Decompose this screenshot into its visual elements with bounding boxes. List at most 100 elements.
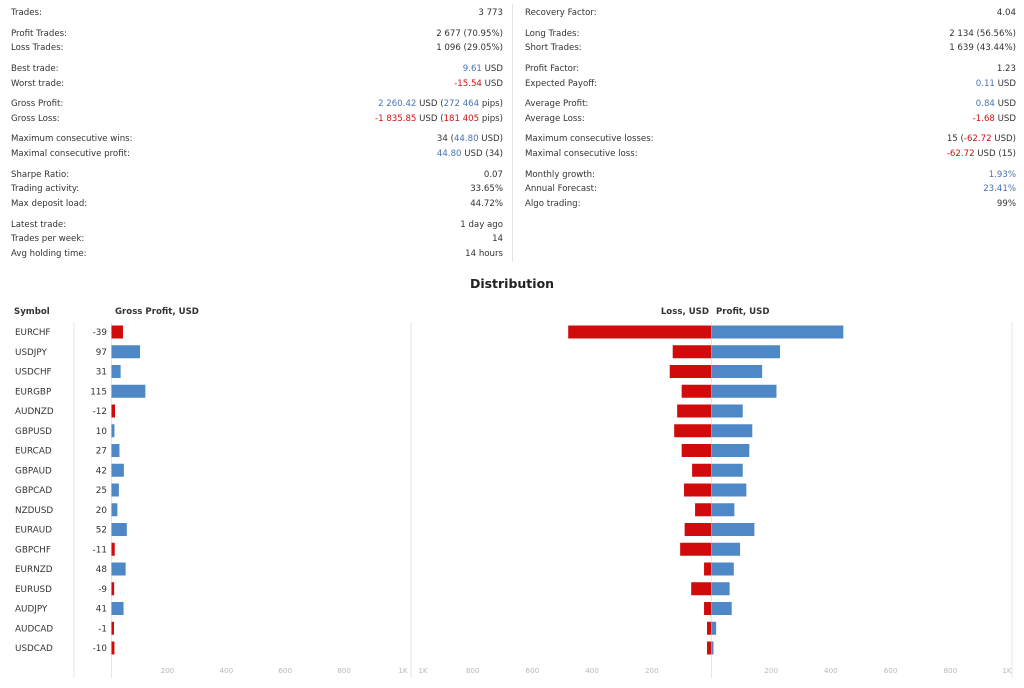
loss-bar (692, 463, 712, 477)
stat-value: 23.41% (983, 182, 1016, 196)
loss-bar (695, 503, 712, 517)
profit-bar (712, 641, 714, 655)
stat-label: Worst trade: (11, 79, 65, 89)
symbol-label: AUDJPY (15, 605, 48, 615)
gross-profit-value-label: 115 (90, 387, 107, 397)
stat-value-part: 14 hours (465, 249, 503, 259)
loss-bar (684, 523, 712, 536)
stat-value: 1 096 (29.05%) (436, 41, 503, 55)
stat-label: Latest trade: (11, 220, 67, 230)
gross-profit-value-label: -9 (98, 585, 107, 595)
stat-value: 14 (492, 232, 503, 246)
stat-row: Best trade: 9.61 USD (11, 62, 503, 76)
gross-profit-value-label: 48 (96, 565, 107, 575)
stat-label: Monthly growth: (525, 170, 595, 180)
stat-row: Monthly growth: 1.93% (525, 168, 1016, 182)
stat-value-part: 9.61 (462, 64, 482, 74)
stat-value-part: 34 ( (436, 134, 454, 144)
stat-value-part: -15.54 (454, 79, 482, 89)
stat-value-part: -1.68 (972, 114, 995, 124)
stat-row: Maximal consecutive loss: -62.72 USD (15) (525, 147, 1016, 161)
stat-label: Best trade: (11, 64, 59, 74)
stat-value: 0.07 (484, 168, 503, 182)
loss-bar (691, 582, 712, 596)
profit-header: Profit, USD (716, 307, 770, 317)
symbol-label: EURCHF (15, 328, 51, 338)
stat-value: -1 835.85 USD (181 405 pips) (375, 112, 503, 126)
stat-label: Recovery Factor: (525, 8, 597, 18)
gross-profit-value-label: 42 (96, 466, 107, 476)
symbol-label: EURUSD (15, 585, 52, 595)
symbol-label: GBPAUD (15, 466, 52, 476)
stat-value-part: 1 096 (29.05%) (436, 43, 503, 53)
x-tick-label: 400 (219, 666, 233, 675)
symbol-label: EURCAD (15, 447, 52, 457)
symbol-label: GBPCAD (15, 486, 52, 496)
stat-label: Trades per week: (11, 234, 85, 244)
stat-value-part: 44.72% (470, 199, 503, 209)
stat-value: -62.72 USD (15) (947, 147, 1016, 161)
gross-profit-bar (111, 621, 114, 635)
stat-value: 99% (997, 197, 1016, 211)
stat-value-part: 3 773 (478, 8, 503, 18)
x-tick-label: 800 (466, 666, 480, 675)
profit-bar (712, 602, 732, 615)
stat-row: Worst trade: -15.54 USD (11, 77, 503, 91)
stat-label: Maximal consecutive loss: (525, 149, 638, 159)
symbol-label: EURAUD (15, 526, 52, 536)
stat-value-part: USD) (478, 134, 503, 144)
symbol-label: GBPUSD (15, 427, 52, 437)
stat-label: Max deposit load: (11, 199, 88, 209)
gross-profit-bar (111, 384, 146, 398)
stat-row: Algo trading: 99% (525, 197, 1016, 211)
stat-label: Maximum consecutive losses: (525, 134, 654, 144)
symbol-label: USDJPY (15, 348, 48, 358)
stat-value-part: USD (15) (974, 149, 1016, 159)
stat-value-part: 44.80 (453, 134, 479, 144)
loss-bar (707, 641, 712, 655)
stat-value-part: -1 835.85 (375, 114, 417, 124)
stat-value: 34 (44.80 USD) (437, 132, 503, 146)
loss-bar (681, 444, 712, 457)
stat-value-part: 14 (492, 234, 503, 244)
stat-row: Loss Trades: 1 096 (29.05%) (11, 41, 503, 55)
stat-value: 15 (-62.72 USD) (947, 132, 1016, 146)
gross-profit-bar (111, 483, 119, 497)
stat-row: Trades per week: 14 (11, 232, 503, 246)
stat-label: Trading activity: (11, 184, 80, 194)
stat-row: Trades: 3 773 (11, 6, 503, 20)
gross-profit-bar (111, 542, 115, 556)
stat-value: 3 773 (478, 6, 503, 20)
stat-row: Maximum consecutive wins: 34 (44.80 USD) (11, 132, 503, 146)
stat-value-part: USD (481, 79, 503, 89)
x-tick-label: 600 (278, 666, 292, 675)
gross-profit-bar (111, 365, 121, 378)
stat-value-part: USD (34) (461, 149, 503, 159)
stat-value-part: 33.65% (470, 184, 503, 194)
gross-profit-bar (111, 562, 126, 576)
stat-value: 2 134 (56.56%) (949, 27, 1016, 41)
symbol-label: EURNZD (15, 565, 53, 575)
stat-label: Long Trades: (525, 29, 580, 39)
x-tick-label: 400 (585, 666, 599, 675)
gross-profit-value-label: 31 (96, 368, 107, 378)
stat-label: Loss Trades: (11, 43, 64, 53)
stat-row: Profit Factor: 1.23 (525, 62, 1016, 76)
stat-row: Average Loss: -1.68 USD (525, 112, 1016, 126)
stat-label: Maximal consecutive profit: (11, 149, 130, 159)
profit-bar (712, 621, 717, 635)
profit-bar (712, 542, 741, 556)
stat-value: 33.65% (470, 182, 503, 196)
stat-label: Maximum consecutive wins: (11, 134, 133, 144)
loss-header: Loss, USD (660, 307, 709, 317)
stat-value-part: 23.41% (983, 184, 1016, 194)
profit-bar (712, 562, 734, 576)
gross-profit-value-label: -10 (93, 644, 108, 654)
x-tick-label: 200 (764, 666, 778, 675)
loss-bar (704, 562, 712, 576)
gross-profit-value-label: 41 (96, 605, 107, 615)
gross-profit-value-label: 97 (96, 348, 107, 358)
stat-row: Max deposit load: 44.72% (11, 197, 503, 211)
stat-row: Average Profit: 0.84 USD (525, 97, 1016, 111)
stat-row: Gross Profit: 2 260.42 USD (272 464 pips) (11, 97, 503, 111)
